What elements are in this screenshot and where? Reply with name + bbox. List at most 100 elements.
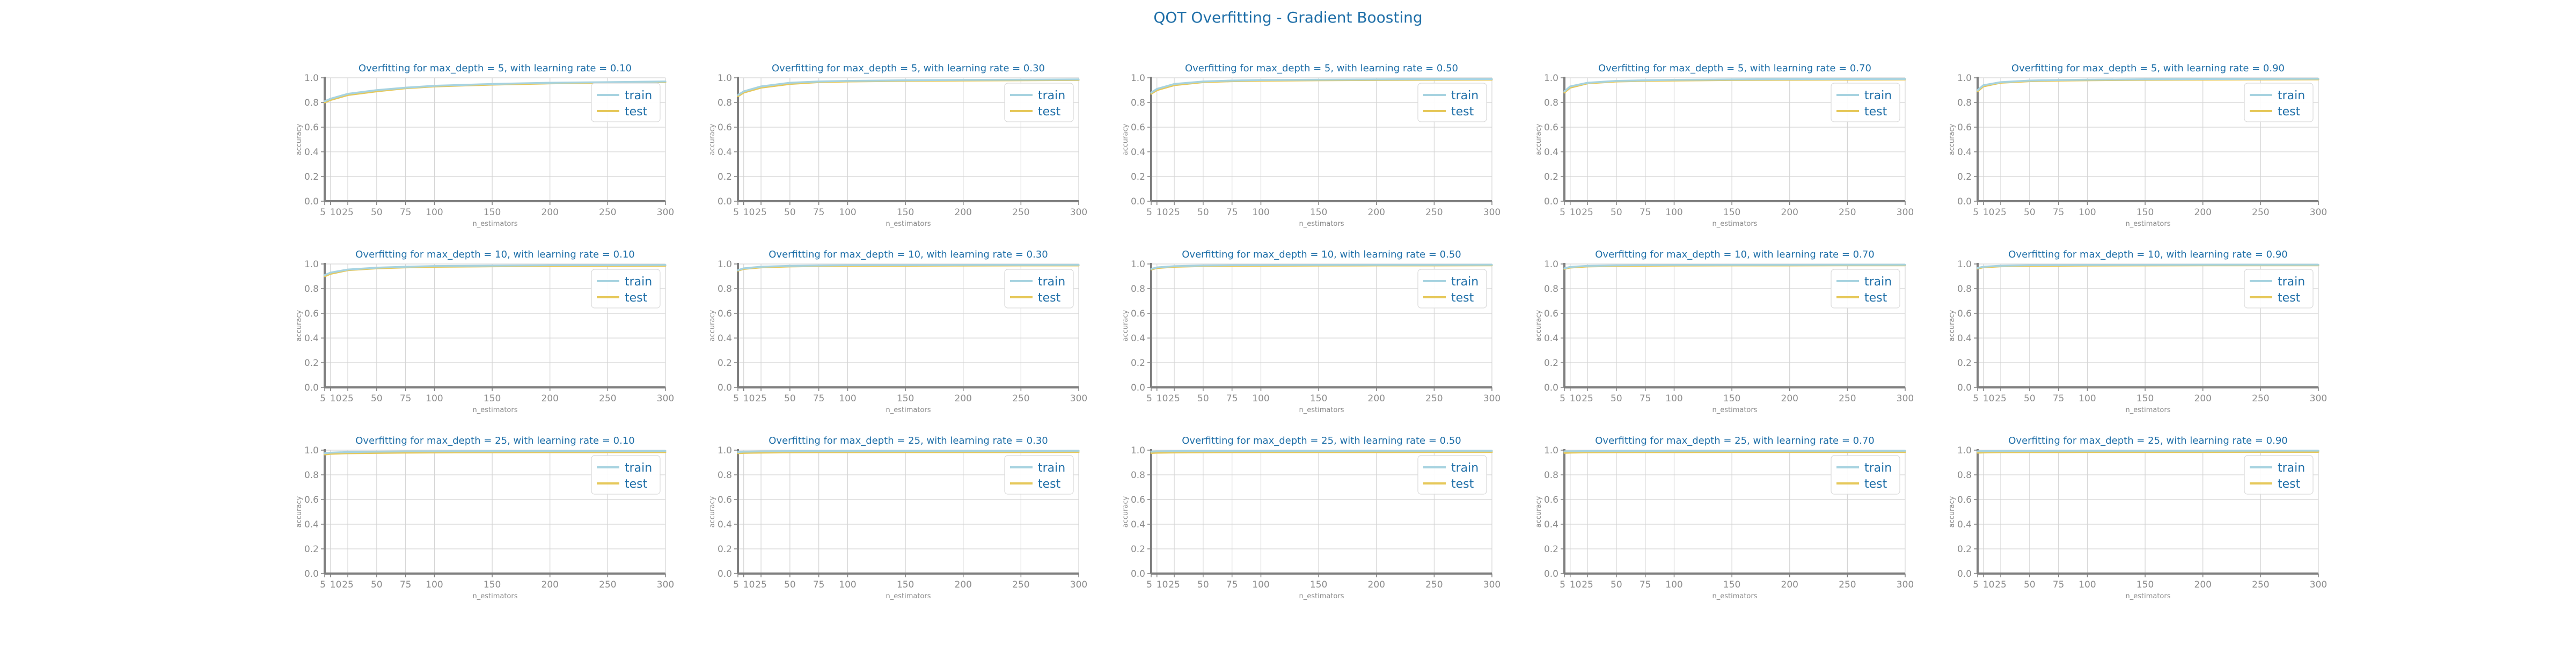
x-tick-label: 250 [1839, 393, 1856, 404]
y-tick-label: 0.6 [718, 122, 732, 133]
point-train [2058, 264, 2060, 266]
y-tick-label: 0.4 [1131, 519, 1145, 530]
point-train [1615, 80, 1618, 82]
point-train [2202, 78, 2204, 80]
y-tick-label: 0.8 [1131, 98, 1145, 108]
point-train [1586, 265, 1589, 267]
series-line-train [1151, 450, 1492, 453]
legend-label-test: test [1038, 291, 1061, 305]
point-train [1318, 78, 1320, 81]
y-tick-label: 0.4 [718, 147, 732, 158]
point-train [760, 450, 762, 452]
x-axis-label: n_estimators [1299, 220, 1344, 228]
y-tick-label: 0.0 [1131, 569, 1145, 579]
y-axis-label: accuracy [708, 310, 716, 341]
y-tick-label: 0.6 [1131, 122, 1145, 133]
x-tick-label: 25 [1168, 579, 1180, 590]
y-tick-label: 0.8 [304, 470, 319, 481]
point-test [737, 95, 739, 98]
x-tick-label: 5 [1560, 207, 1565, 218]
subplot-title: Overfitting for max_depth = 10, with lea… [769, 249, 1048, 260]
point-train [1433, 450, 1435, 452]
point-train [2086, 78, 2089, 81]
subplot-title: Overfitting for max_depth = 10, with lea… [1182, 249, 1461, 260]
point-train [405, 266, 407, 268]
point-train [760, 85, 762, 87]
x-tick-label: 75 [2053, 393, 2065, 404]
x-tick-label: 50 [2024, 579, 2036, 590]
y-tick-label: 0.8 [1544, 470, 1558, 481]
x-tick-label: 250 [599, 207, 616, 218]
subplot-title: Overfitting for max_depth = 5, with lear… [1185, 63, 1458, 74]
series-line-train [1563, 78, 1906, 92]
x-tick-label: 150 [897, 393, 914, 404]
point-train [1673, 450, 1675, 452]
point-train [491, 265, 493, 267]
legend-label-train: train [1038, 275, 1065, 289]
x-tick-label: 200 [541, 579, 559, 590]
x-tick-label: 10 [1570, 579, 1582, 590]
x-tick-label: 100 [1252, 579, 1269, 590]
x-tick-label: 200 [2194, 207, 2212, 218]
point-train [2058, 450, 2060, 452]
legend-label-train: train [1038, 89, 1065, 102]
subplot-8: 5 10 25 50 75 100 150 200 250 300 0.0 0.2 0.4 0.6 0.8 1… [1122, 249, 1501, 414]
point-train [2086, 450, 2089, 452]
point-train [1202, 450, 1204, 452]
legend-label-train: train [1864, 275, 1892, 289]
point-train [1569, 85, 1571, 87]
point-train [1375, 78, 1378, 80]
legend-label-test: test [1038, 105, 1061, 119]
y-axis-label: accuracy [1948, 310, 1956, 341]
legend: train test [1004, 83, 1074, 122]
subplot-13: 5 10 25 50 75 100 150 200 250 300 0.0 0.2 0.4 0.6 0.8 1… [1122, 435, 1501, 600]
point-train [491, 450, 493, 452]
point-train [1202, 265, 1204, 267]
point-train [1982, 266, 1985, 268]
legend-label-train: train [2278, 461, 2305, 475]
point-train [1569, 450, 1571, 452]
y-tick-label: 0.4 [1544, 147, 1558, 158]
subplot-10: 5 10 25 50 75 100 150 200 250 300 0.0 0.2 0.4 0.6 0.8 1… [1948, 249, 2327, 414]
y-tick-label: 0.4 [1957, 147, 1972, 158]
x-tick-label: 5 [320, 207, 326, 218]
point-train [737, 451, 739, 453]
point-train [330, 98, 332, 100]
y-axis-label: accuracy [708, 123, 716, 155]
legend: train test [1004, 269, 1074, 309]
y-tick-label: 0.6 [1131, 495, 1145, 505]
x-tick-label: 300 [1483, 393, 1501, 404]
point-train [1586, 450, 1589, 452]
point-train [1020, 450, 1022, 452]
x-tick-label: 25 [342, 207, 354, 218]
x-tick-label: 250 [1839, 579, 1856, 590]
x-tick-label: 25 [755, 207, 767, 218]
x-tick-label: 75 [400, 393, 412, 404]
y-tick-label: 1.0 [304, 259, 319, 270]
y-tick-label: 0.4 [1544, 333, 1558, 344]
x-axis-label: n_estimators [2125, 406, 2170, 414]
subplot-14: 5 10 25 50 75 100 150 200 250 300 0.0 0.2 0.4 0.6 0.8 1… [1535, 435, 1914, 600]
x-tick-label: 200 [541, 393, 559, 404]
y-tick-label: 1.0 [718, 73, 732, 84]
x-tick-label: 200 [2194, 393, 2212, 404]
point-train [1231, 450, 1233, 452]
x-tick-label: 25 [1168, 207, 1180, 218]
y-tick-label: 1.0 [304, 445, 319, 456]
point-train [1904, 78, 1906, 80]
subplot-title: Overfitting for max_depth = 25, with lea… [1595, 435, 1875, 446]
y-axis-label: accuracy [1535, 496, 1543, 527]
point-train [1491, 78, 1493, 80]
point-train [1731, 264, 1733, 266]
x-tick-label: 25 [342, 579, 354, 590]
subplot-15: 5 10 25 50 75 100 150 200 250 300 0.0 0.2 0.4 0.6 0.8 1… [1948, 435, 2327, 600]
y-tick-label: 0.0 [718, 569, 732, 579]
x-tick-label: 10 [1570, 393, 1582, 404]
y-tick-label: 0.2 [1544, 358, 1558, 369]
subplot-title: Overfitting for max_depth = 25, with lea… [2008, 435, 2288, 446]
subplot-title: Overfitting for max_depth = 5, with lear… [1598, 63, 1871, 74]
x-tick-label: 10 [330, 207, 342, 218]
y-tick-label: 0.6 [304, 122, 319, 133]
y-tick-label: 0.0 [1957, 196, 1972, 207]
